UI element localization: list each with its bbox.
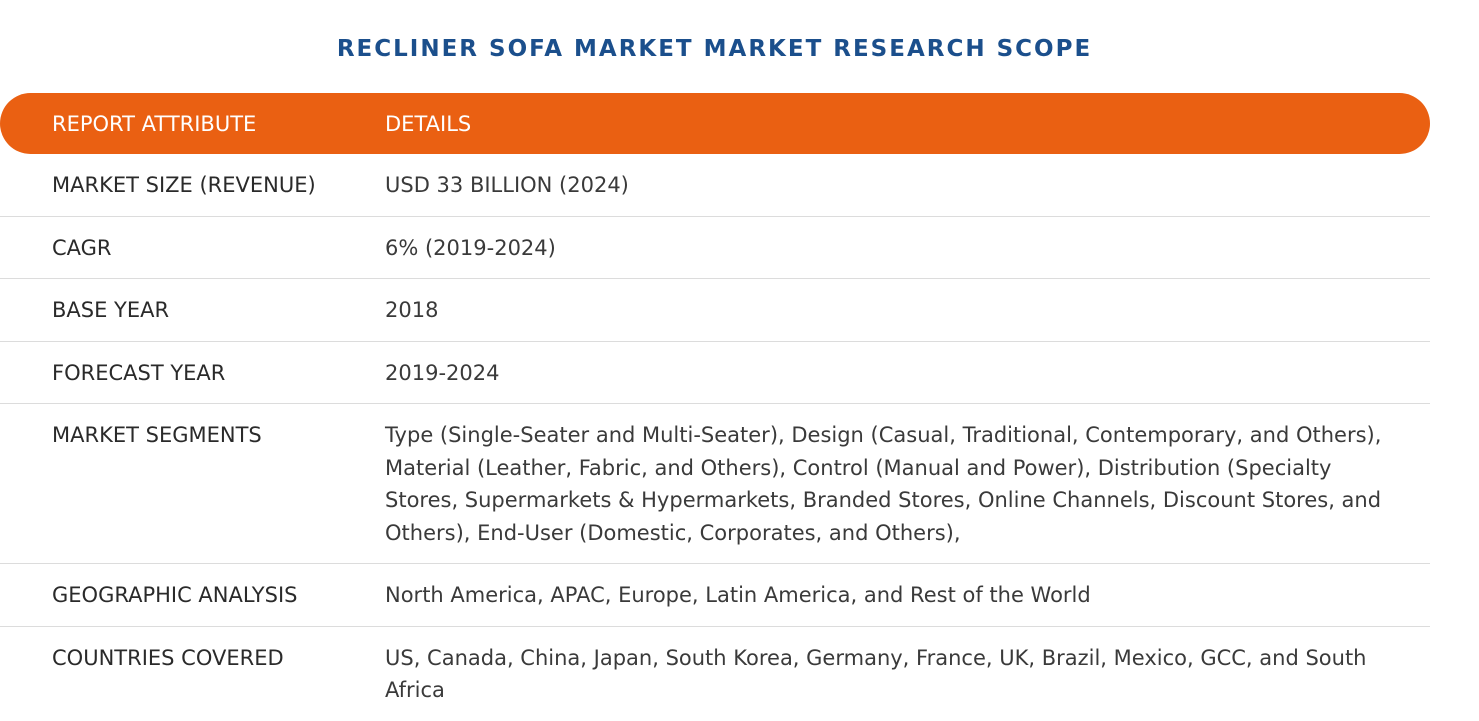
table-row-countries-covered: COUNTRIES COVERED US, Canada, China, Jap…	[0, 627, 1430, 721]
header-details: DETAILS	[385, 111, 472, 136]
row-attribute: MARKET SIZE (REVENUE)	[52, 173, 316, 197]
table-row-forecast-year: FORECAST YEAR 2019-2024	[0, 342, 1430, 404]
row-attribute: BASE YEAR	[52, 298, 170, 322]
header-report-attribute: REPORT ATTRIBUTE	[52, 111, 257, 136]
row-details: North America, APAC, Europe, Latin Ameri…	[385, 583, 1091, 607]
table-row-market-size: MARKET SIZE (REVENUE) USD 33 BILLION (20…	[0, 154, 1430, 217]
row-attribute: GEOGRAPHIC ANALYSIS	[52, 583, 298, 607]
row-attribute: CAGR	[52, 235, 112, 260]
row-details: US, Canada, China, Japan, South Korea, G…	[385, 645, 1367, 703]
research-scope-table: REPORT ATTRIBUTE DETAILS MARKET SIZE (RE…	[0, 93, 1430, 721]
row-details: 6% (2019-2024)	[385, 235, 556, 260]
row-attribute: FORECAST YEAR	[52, 360, 226, 385]
row-details: 2018	[385, 298, 439, 322]
table-row-market-segments: MARKET SEGMENTS Type (Single-Seater and …	[0, 404, 1430, 564]
row-attribute: MARKET SEGMENTS	[52, 423, 262, 447]
row-details: Type (Single-Seater and Multi-Seater), D…	[385, 423, 1382, 545]
row-attribute: COUNTRIES COVERED	[52, 645, 284, 670]
row-details: 2019-2024	[385, 360, 500, 385]
row-details: USD 33 BILLION (2024)	[385, 173, 629, 197]
table-row-cagr: CAGR 6% (2019-2024)	[0, 217, 1430, 279]
table-header: REPORT ATTRIBUTE DETAILS	[0, 93, 1430, 154]
table-row-geographic-analysis: GEOGRAPHIC ANALYSIS North America, APAC,…	[0, 564, 1430, 627]
table-row-base-year: BASE YEAR 2018	[0, 279, 1430, 342]
page-title: RECLINER SOFA MARKET MARKET RESEARCH SCO…	[336, 36, 1093, 62]
